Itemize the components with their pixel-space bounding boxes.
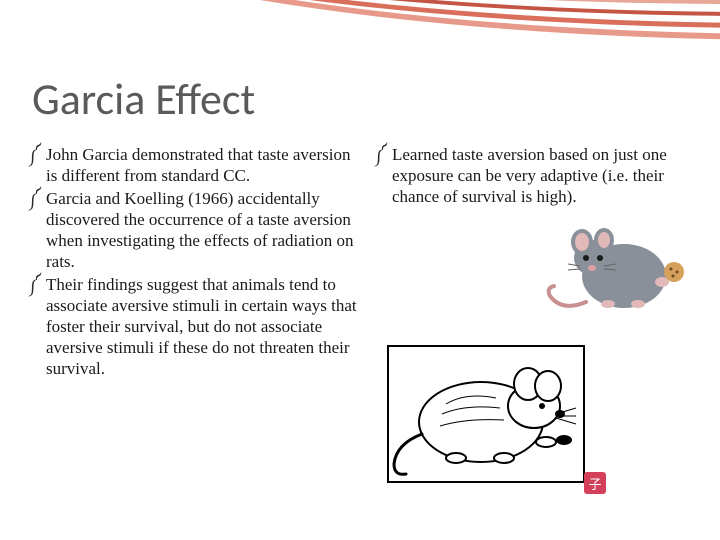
bullet-item: ༼ Garcia and Koelling (1966) accidentall… xyxy=(28,188,366,272)
bullet-item: ༼ John Garcia demonstrated that taste av… xyxy=(28,144,366,186)
bullet-text: John Garcia demonstrated that taste aver… xyxy=(46,144,366,186)
left-column: ༼ John Garcia demonstrated that taste av… xyxy=(28,144,366,381)
right-column: ༼ Learned taste aversion based on just o… xyxy=(374,144,696,381)
rat-cartoon-image xyxy=(542,214,692,324)
bullet-text: Garcia and Koelling (1966) accidentally … xyxy=(46,188,366,272)
bullet-marker-icon: ༼ xyxy=(374,144,392,166)
bullet-item: ༼ Their findings suggest that animals te… xyxy=(28,274,366,379)
decorative-curves xyxy=(0,0,720,70)
bullet-text: Their findings suggest that animals tend… xyxy=(46,274,366,379)
bullet-text: Learned taste aversion based on just one… xyxy=(392,144,696,207)
bullet-marker-icon: ༼ xyxy=(28,188,46,210)
seal-icon: 子 xyxy=(584,472,606,494)
slide-title: Garcia Effect xyxy=(32,72,255,126)
bullet-marker-icon: ༼ xyxy=(28,144,46,166)
seal-glyph: 子 xyxy=(588,474,601,493)
slide: Garcia Effect ༼ John Garcia demonstrated… xyxy=(0,0,720,540)
content-area: ༼ John Garcia demonstrated that taste av… xyxy=(28,144,696,381)
rat-bw-image xyxy=(386,344,586,484)
bullet-marker-icon: ༼ xyxy=(28,274,46,296)
bullet-item: ༼ Learned taste aversion based on just o… xyxy=(374,144,696,207)
